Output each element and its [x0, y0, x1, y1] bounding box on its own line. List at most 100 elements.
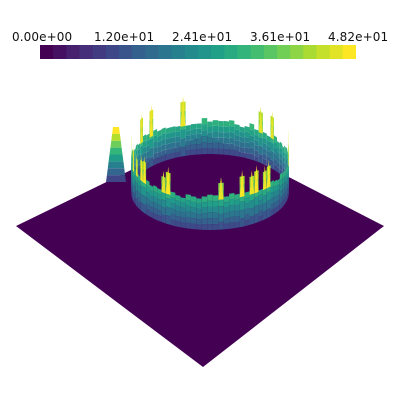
- ring-strip: [249, 141, 255, 149]
- ring-strip: [134, 185, 136, 194]
- ring-strip: [140, 144, 143, 156]
- ring-strip: [229, 143, 235, 150]
- ring-strip: [196, 149, 202, 155]
- ring-strip: [266, 207, 271, 219]
- ring-strip: [201, 213, 208, 219]
- isolated-peak: [106, 127, 126, 182]
- ring-strip: [185, 150, 191, 156]
- ring-strip: [196, 133, 202, 140]
- peak-band: [112, 127, 120, 134]
- ring-strip: [229, 216, 235, 223]
- ring-strip: [180, 202, 186, 209]
- colorbar-segment: [211, 45, 225, 59]
- ring-strip: [244, 191, 250, 199]
- ring-strip: [131, 184, 132, 192]
- ring-strip: [185, 222, 191, 229]
- ring-strip: [161, 127, 166, 135]
- ring-strip: [153, 190, 158, 198]
- ring-strip: [229, 149, 235, 156]
- ring-strip: [270, 208, 274, 217]
- ring-strip: [143, 186, 147, 198]
- ring-spike: [132, 144, 135, 173]
- ring-strip: [180, 197, 186, 204]
- ring-strip: [143, 194, 147, 206]
- ring-strip: [234, 124, 240, 131]
- ring-strip: [282, 199, 285, 208]
- ring-spike: [165, 166, 171, 195]
- ring-strip: [207, 132, 213, 138]
- ring-strip: [134, 153, 136, 161]
- ring-strip: [244, 197, 250, 204]
- ring-strip: [273, 135, 277, 144]
- ring-strip: [239, 126, 245, 133]
- ring-strip: [157, 151, 162, 159]
- ring-strip: [284, 145, 286, 154]
- ring-strip: [190, 149, 197, 156]
- colorbar-segment: [158, 45, 173, 59]
- colorbar-segment: [92, 45, 107, 59]
- ring-strip: [288, 177, 289, 189]
- ring-strip: [277, 141, 280, 149]
- ring-strip: [223, 218, 230, 224]
- ring-strip: [175, 210, 181, 217]
- ring-strip: [279, 152, 283, 161]
- ring-strip: [244, 202, 250, 210]
- ring-strip: [170, 202, 176, 210]
- ring-strip: [135, 181, 138, 192]
- ring-strip: [254, 129, 259, 136]
- ring-strip: [134, 158, 136, 166]
- ring-strip: [149, 184, 154, 193]
- ring-strip: [153, 201, 158, 210]
- ring-strip: [137, 148, 141, 156]
- ring-strip: [170, 213, 176, 221]
- ring-strip: [207, 224, 213, 230]
- ring-strip: [279, 178, 283, 187]
- ring-strip: [146, 208, 150, 217]
- ring-strip: [218, 221, 224, 230]
- ring-strip: [218, 137, 224, 144]
- ring-strip: [279, 195, 283, 204]
- ring-strip: [131, 168, 132, 177]
- ring-strip: [175, 215, 181, 222]
- ring-strip: [284, 197, 286, 205]
- ring-strip: [153, 140, 158, 149]
- ring-strip: [273, 152, 277, 161]
- ring-strip: [262, 147, 267, 155]
- ring-strip: [218, 126, 224, 133]
- colorbar-segment: [237, 45, 252, 59]
- ring-strip: [190, 123, 197, 130]
- floor-plane: [16, 134, 384, 367]
- ring-strip: [190, 196, 197, 203]
- ring-strip: [229, 125, 235, 133]
- ring-strip: [223, 137, 230, 144]
- peak-band: [107, 161, 125, 169]
- peak-band: [110, 140, 122, 148]
- ring-strip: [135, 197, 138, 208]
- ring-strip: [137, 153, 141, 161]
- ring-strip: [134, 147, 136, 156]
- ring-strip: [277, 183, 280, 192]
- colorbar-segment: [316, 45, 331, 59]
- colorbar-segment: [145, 45, 160, 59]
- color-legend: 0.00e+00 1.20e+01 2.41e+01 3.61e+01 4.82…: [0, 0, 400, 70]
- ring-strip: [137, 158, 141, 167]
- ring-strip: [157, 193, 162, 201]
- ring-strip: [157, 135, 162, 143]
- ring-strip: [175, 141, 181, 148]
- ring-front-wall: [131, 139, 289, 230]
- ring-strip: [185, 140, 191, 146]
- ring-strip: [285, 194, 288, 203]
- ring-strip: [170, 131, 176, 138]
- ring-strip: [266, 199, 271, 210]
- ring-strip: [196, 143, 202, 150]
- ring-strip: [207, 127, 213, 133]
- ring-strip: [244, 136, 250, 144]
- ring-strip: [146, 161, 150, 170]
- ring-strip: [143, 146, 147, 155]
- ring-strip: [287, 156, 289, 165]
- ring-strip: [234, 204, 240, 212]
- ring-strip: [149, 211, 154, 219]
- ring-strip: [131, 174, 133, 184]
